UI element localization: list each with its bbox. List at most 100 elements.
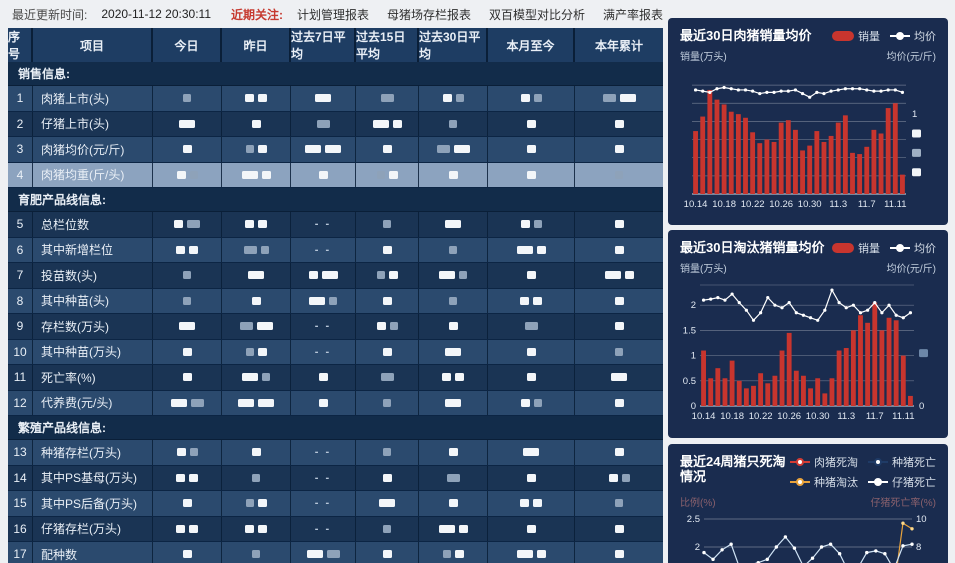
legend-item-种猪淘汰[interactable]: 种猪淘汰 [790,474,858,490]
row-item-label: 仔猪存栏(万头) [33,516,153,541]
legend-item-仔猪死亡[interactable]: 仔猪死亡 [868,474,936,490]
table-row[interactable]: 7 投苗数(头) [8,263,663,289]
svg-text:1.5: 1.5 [683,325,696,336]
redacted-value-block [316,119,330,128]
legend-item-均价[interactable]: 均价 [890,28,936,44]
row-index: 12 [8,390,33,415]
data-cell [419,440,488,465]
redacted-value-block [614,296,624,305]
redacted-value-block [179,322,195,331]
table-row[interactable]: 1 肉猪上市(头) [8,86,663,112]
table-row[interactable]: 14 其中PS基母(万头) - - [8,465,663,491]
redacted-value-block [526,524,536,533]
row-index: 13 [8,440,33,465]
table-row[interactable]: 5 总栏位数 - - [8,212,663,238]
data-cell [419,237,488,262]
table-row[interactable]: 3 肉猪均价(元/斤) [8,137,663,163]
data-cell [153,86,222,111]
redacted-value-block [305,145,321,154]
redacted-value-block [608,473,618,482]
redacted-value-block [526,271,536,280]
data-cell [356,263,419,288]
chart2-canvas[interactable]: 2 1.5 1 0.5 0 10.14 10.18 10.22 10.26 10.30 11.3 11… [680,277,936,423]
legend-dot [796,478,804,486]
legend-item-均价[interactable]: 均价 [890,240,936,256]
row-index: 8 [8,288,33,313]
svg-text:10.14: 10.14 [684,199,708,210]
update-time-label: 最近更新时间: [12,7,88,22]
redacted-value-block [516,245,533,254]
data-cell [153,263,222,288]
svg-text:2: 2 [695,542,700,553]
redacted-value-block [179,119,195,128]
svg-text:10.18: 10.18 [720,411,744,422]
data-cell [356,440,419,465]
redacted-value-block [379,499,395,508]
legend-item-种猪死亡[interactable]: 种猪死亡 [868,454,936,470]
redacted-value-block [604,271,621,280]
chart3-canvas[interactable]: 2.521.51086 [680,511,936,563]
svg-text:10: 10 [916,514,927,525]
redacted-value-block [383,448,391,457]
legend-item-销量[interactable]: 销量 [832,28,880,44]
row-item-label: 肉猪均价(元/斤) [33,137,153,162]
redacted-value-block [243,245,257,254]
table-row[interactable]: 15 其中PS后备(万头) - - [8,491,663,517]
data-cell [575,137,663,162]
table-row[interactable]: 12 代养费(元/头) [8,390,663,416]
data-cell [356,542,419,563]
legend-dot [874,458,882,466]
report-link-2[interactable]: 双百模型对比分析 [489,7,586,22]
table-row[interactable]: 9 存栏数(万头) - - [8,314,663,340]
table-row[interactable]: 4 肉猪均重(斤/头) [8,162,663,188]
redacted-value-block [321,271,338,280]
table-row[interactable]: 16 仔猪存栏(万头) - - [8,516,663,542]
redacted-value-block [382,550,392,559]
redacted-value-block [448,170,458,179]
redacted-value-block [536,245,546,254]
legend-item-肉猪死淘[interactable]: 肉猪死淘 [790,454,858,470]
chart3-axis-labels: 比例(%) 仔猪死亡率(%) [680,494,936,509]
redacted-value-block [388,271,398,280]
table-row[interactable]: 11 死亡率(%) [8,365,663,391]
table-row[interactable]: 2 仔猪上市(头) [8,111,663,137]
redacted-value-block [189,448,198,457]
data-cell [419,339,488,364]
report-link-0[interactable]: 计划管理报表 [297,7,370,22]
table-row[interactable]: 17 配种数 [8,542,663,563]
legend-item-销量[interactable]: 销量 [832,240,880,256]
table-row[interactable]: 13 种猪存栏(万头) - - [8,440,663,466]
report-link-1[interactable]: 母猪场存栏报表 [387,7,472,22]
data-cell [419,86,488,111]
data-cell [291,137,356,162]
table-row[interactable]: 8 其中种苗(头) [8,288,663,314]
chart1-canvas[interactable]: 10.14 10.18 10.22 10.26 10.30 11.3 11.7 11.11 1 [680,65,936,211]
redacted-value-block [448,322,458,331]
data-cell [153,137,222,162]
row-item-label: 仔猪上市(头) [33,111,153,136]
data-cell [419,542,488,563]
data-cell: - - [291,339,356,364]
svg-text:1: 1 [912,109,917,120]
section-header-1: 育肥产品线信息: [8,188,663,212]
table-row[interactable]: 10 其中种苗(万头) - - [8,339,663,365]
column-header-8: 本年累计 [575,28,663,62]
redacted-value-block [376,322,386,331]
table-row[interactable]: 6 其中新增栏位 - - [8,237,663,263]
data-cell [488,86,575,111]
data-cell [222,516,291,541]
report-link-3[interactable]: 满产率报表 [603,7,664,22]
redacted-value-block [174,220,183,229]
redacted-value-block [383,524,391,533]
data-cell [153,237,222,262]
empty-value-dash: - - [314,320,332,333]
redacted-value-block [516,550,533,559]
redacted-value-block [382,245,392,254]
redacted-value-block [261,170,271,179]
redacted-value-block [251,296,261,305]
redacted-value-block [445,398,461,407]
data-cell [356,339,419,364]
data-cell [575,212,663,237]
data-cell [488,212,575,237]
chart-panel-pig-sales: 最近30日肉猪销量均价 销量 均价 销量(万头) 均价(元/斤) 10.14 10.… [668,18,948,225]
